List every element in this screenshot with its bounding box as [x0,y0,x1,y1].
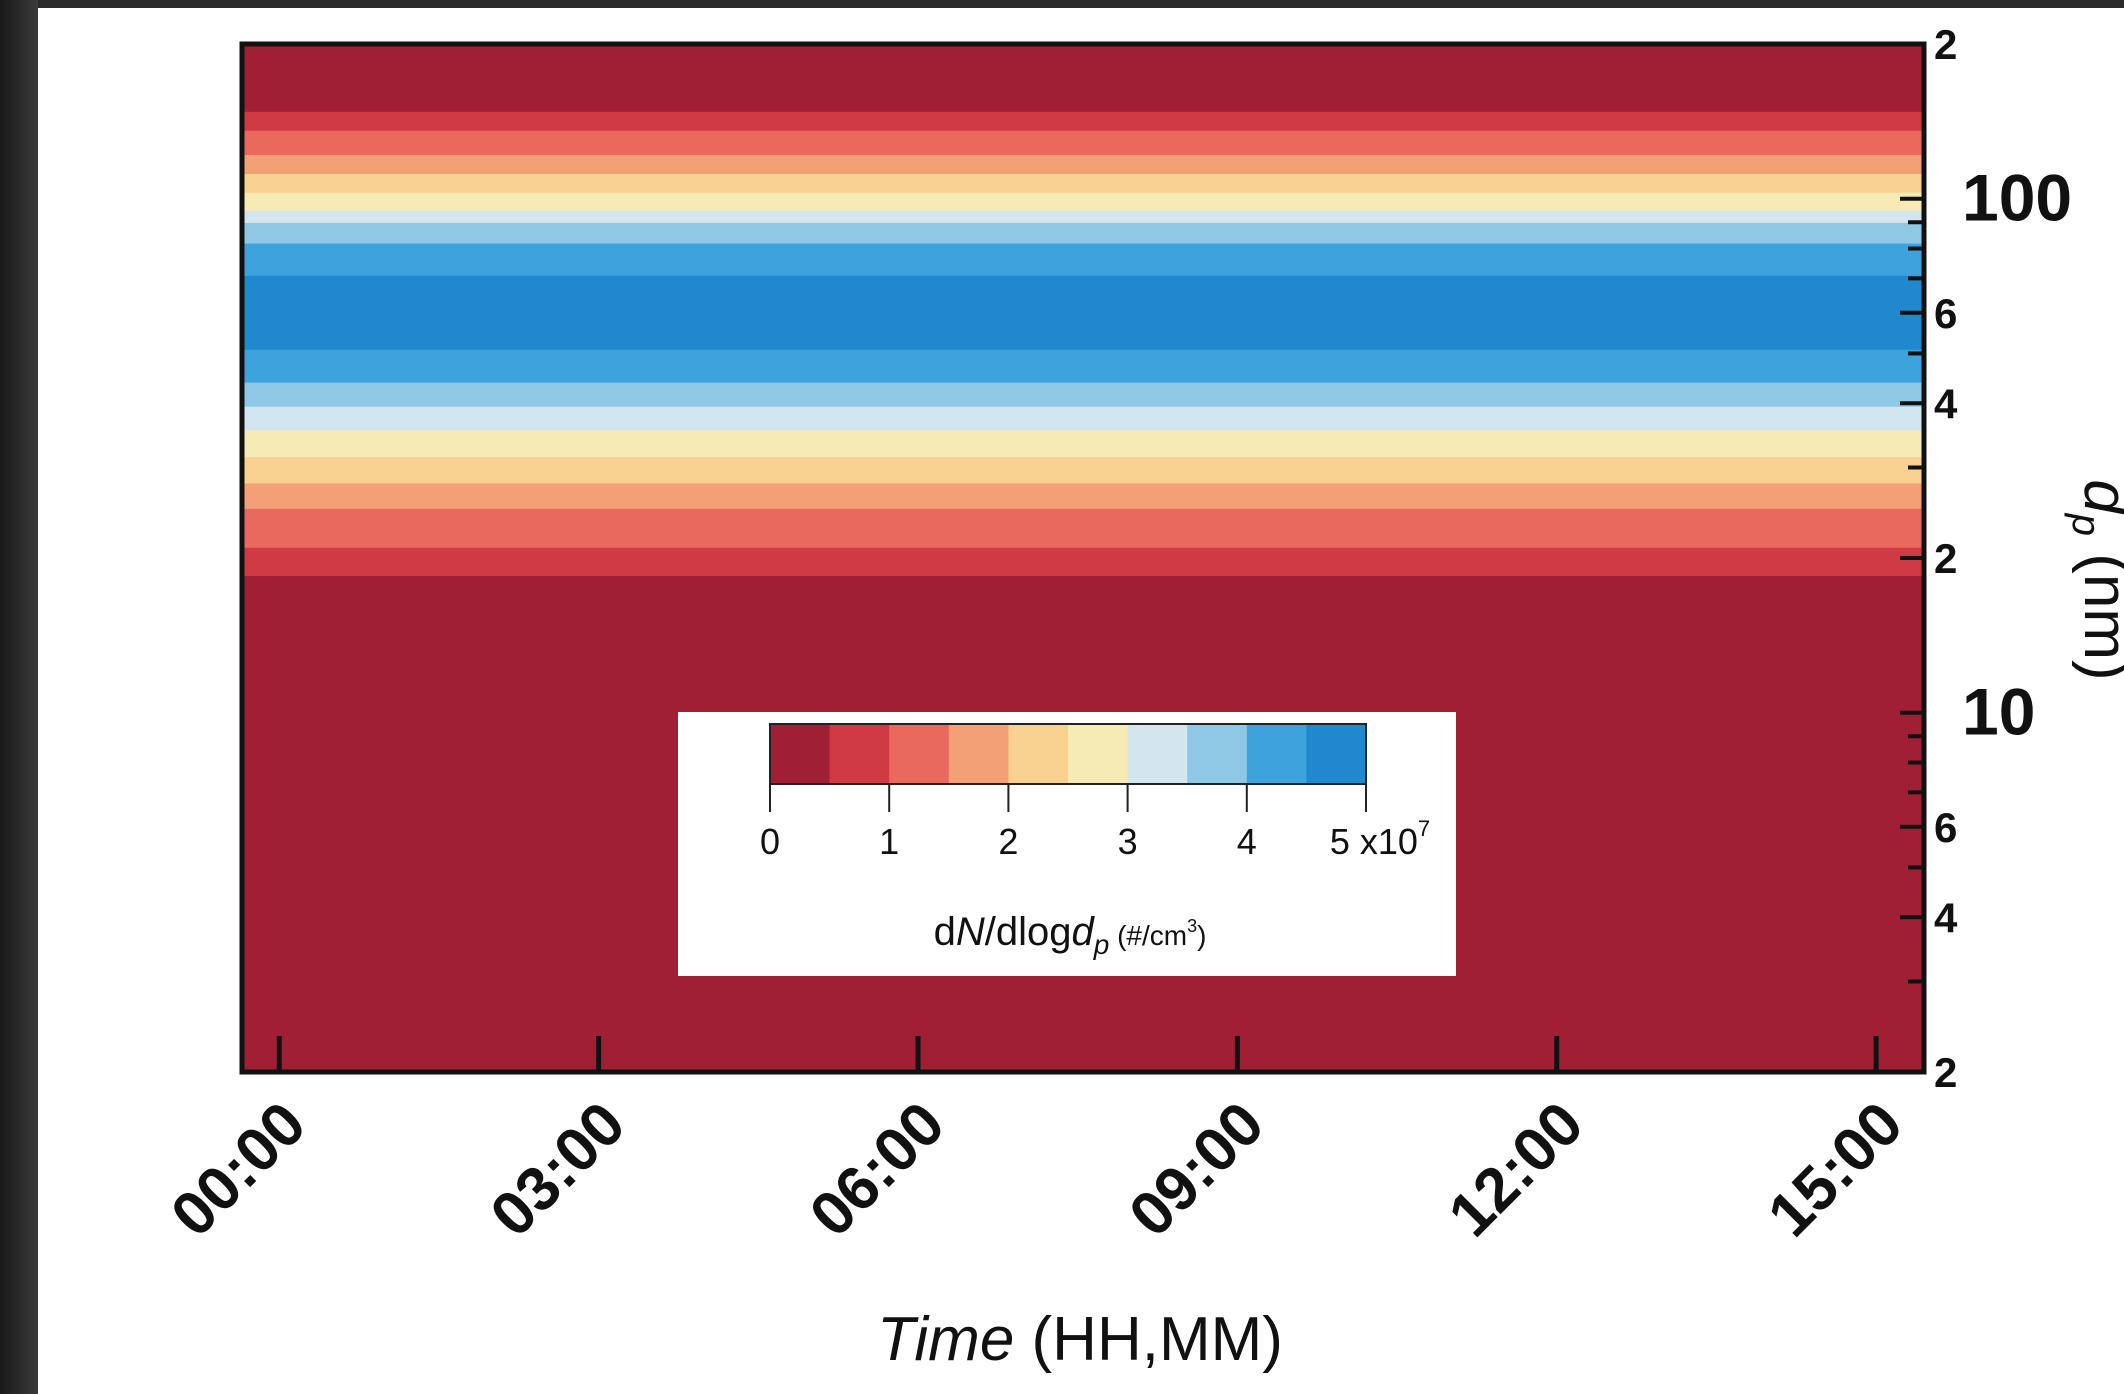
y-tick-label: 4 [1934,894,1958,941]
y-axis: 2 4 6 10 2 4 6 100 2 [1900,21,2072,1096]
colorbar-tick-label: 5 x107 [1330,816,1430,862]
y-tick-label: 2 [1934,535,1957,582]
heatmap-band-1 [242,547,1924,576]
heatmap-band-9 [242,275,1924,350]
heatmap-band-11 [242,222,1924,244]
x-tick-label: 06:00 [797,1089,958,1250]
colorbar-cell [1306,724,1367,784]
x-tick-label: 15:00 [1755,1089,1916,1250]
colorbar-cell [770,724,831,784]
y-tick-label: 100 [1962,161,2072,235]
colorbar-legend: 0 1 2 3 4 5 x107 dN/dlogdp (#/cm3) [678,712,1456,976]
heatmap-band-10 [242,243,1924,276]
x-tick-label: 03:00 [478,1089,639,1250]
heatmap-band-6 [242,406,1924,431]
colorbar-ticks: 0 1 2 3 4 5 x107 [760,784,1430,862]
x-tick-label: 12:00 [1436,1089,1597,1250]
colorbar-tick-label: 2 [998,821,1018,862]
x-axis-label: Time (HH,MM) [877,1305,1283,1374]
colorbar-cell [1127,724,1188,784]
colorbar-cells [770,724,1367,784]
y-tick-label: 10 [1962,675,2035,749]
y-tick-label: 4 [1934,380,1958,427]
window-frame-left [0,0,38,1394]
heatmap-band-17 [242,111,1924,131]
heatmap-band-15 [242,154,1924,174]
heatmap-band-5 [242,429,1924,458]
heatmap-band-8 [242,349,1924,383]
y-tick-label: 2 [1934,21,1957,68]
heatmap-band-16 [242,130,1924,155]
colorbar-cell [1008,724,1069,784]
y-tick-label: 2 [1934,1049,1957,1096]
colorbar-tick-label: 0 [760,821,780,862]
heatmap-band-2 [242,508,1924,548]
x-tick-label: 09:00 [1116,1089,1277,1250]
heatmap-band-7 [242,382,1924,407]
colorbar-tick-label: 1 [879,821,899,862]
heatmap-band-12 [242,210,1924,223]
colorbar-exponent: 7 [1418,816,1430,841]
heatmap-band-4 [242,456,1924,484]
heatmap-band-3 [242,482,1924,509]
colorbar-cell [1187,724,1248,784]
colorbar-cell [889,724,950,784]
colorbar-cell [1068,724,1129,784]
heatmap-bands [242,44,1924,1073]
colorbar-tick-label: 3 [1118,821,1138,862]
colorbar-cell [829,724,890,784]
y-axis-label: dp (nm) [2064,479,2124,680]
colorbar-tick-label: 4 [1237,821,1257,862]
heatmap-band-13 [242,192,1924,211]
heatmap-band-14 [242,173,1924,193]
y-tick-label: 6 [1934,804,1957,851]
y-tick-label: 6 [1934,290,1957,337]
colorbar-cell [948,724,1009,784]
colorbar-border [769,723,1367,785]
colorbar-cell [1246,724,1307,784]
colorbar-label: dN/dlogdp (#/cm3) [934,910,1207,960]
heatmap-band-18 [242,44,1924,112]
x-tick-label: 00:00 [158,1089,319,1250]
